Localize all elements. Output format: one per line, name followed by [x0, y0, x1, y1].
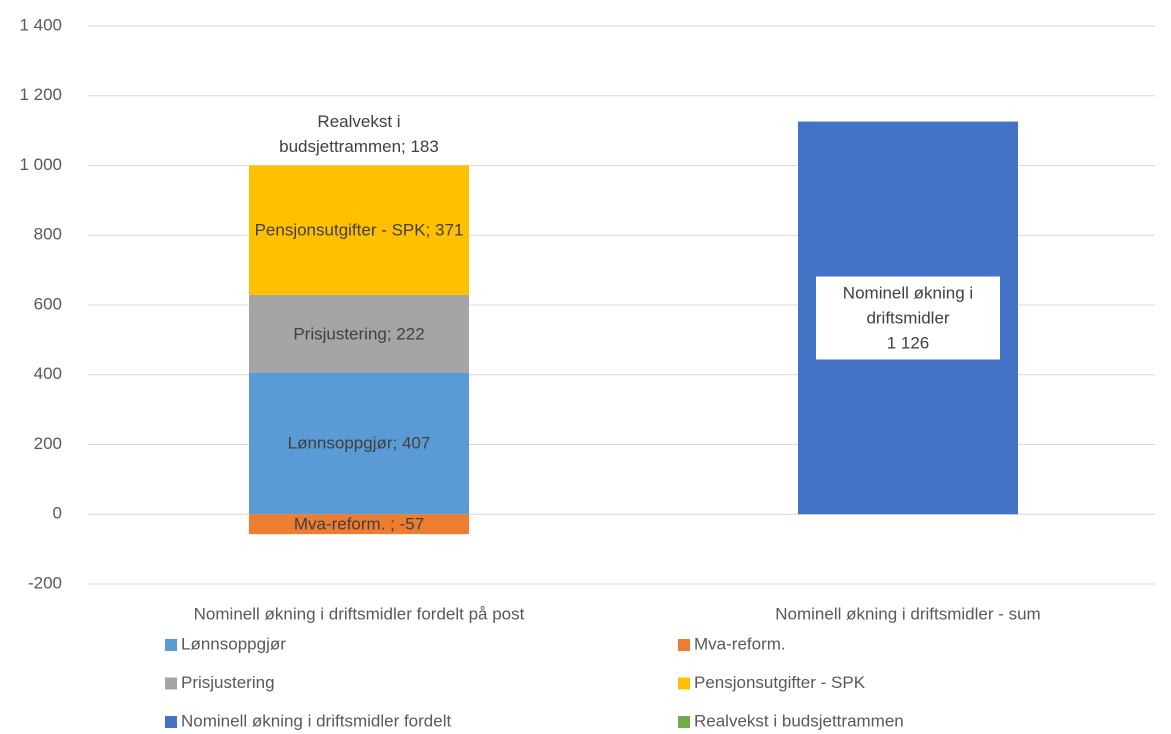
legend-label: Prisjustering [181, 673, 275, 692]
data-label: Realvekst i budsjettrammen; 183 [279, 111, 439, 156]
data-label: Lønnsoppgjør; 407 [287, 433, 431, 453]
legend-label: Lønnsoppgjør [181, 634, 286, 653]
y-tick-label: 200 [34, 434, 62, 453]
y-tick-label: 400 [34, 364, 62, 383]
legend-swatch [165, 716, 177, 728]
legend-label: Realvekst i budsjettrammen [694, 711, 904, 730]
data-label: Nominell økning i driftsmidler 1 126 [816, 276, 1000, 360]
legend-swatch [678, 639, 690, 651]
legend-label: Nominell økning i driftsmidler fordelt [181, 711, 451, 730]
legend-swatch [678, 716, 690, 728]
data-label: Mva-reform. ; -57 [293, 514, 425, 534]
y-tick-label: 600 [34, 294, 62, 313]
legend-swatch [165, 677, 177, 690]
legend-swatch [165, 639, 177, 651]
data-label: Pensjonsutgifter - SPK; 371 [254, 220, 464, 240]
y-tick-label: 1 200 [19, 85, 62, 104]
x-tick-label: Nominell økning i driftsmidler fordelt p… [194, 604, 525, 623]
y-tick-label: -200 [28, 573, 62, 592]
y-tick-label: 1 000 [19, 155, 62, 174]
y-tick-label: 1 400 [19, 15, 62, 34]
bar-segment [249, 165, 469, 295]
data-label: Prisjustering; 222 [293, 324, 425, 344]
bar-segment [249, 514, 469, 535]
y-tick-label: 0 [53, 504, 62, 523]
bar-segment [249, 294, 469, 373]
x-tick-label: Nominell økning i driftsmidler - sum [775, 604, 1040, 623]
legend-label: Mva-reform. [694, 634, 786, 653]
legend-label: Pensjonsutgifter - SPK [694, 673, 866, 692]
y-tick-label: 800 [34, 225, 62, 244]
legend-swatch [678, 677, 690, 690]
bar-segment [249, 372, 469, 515]
